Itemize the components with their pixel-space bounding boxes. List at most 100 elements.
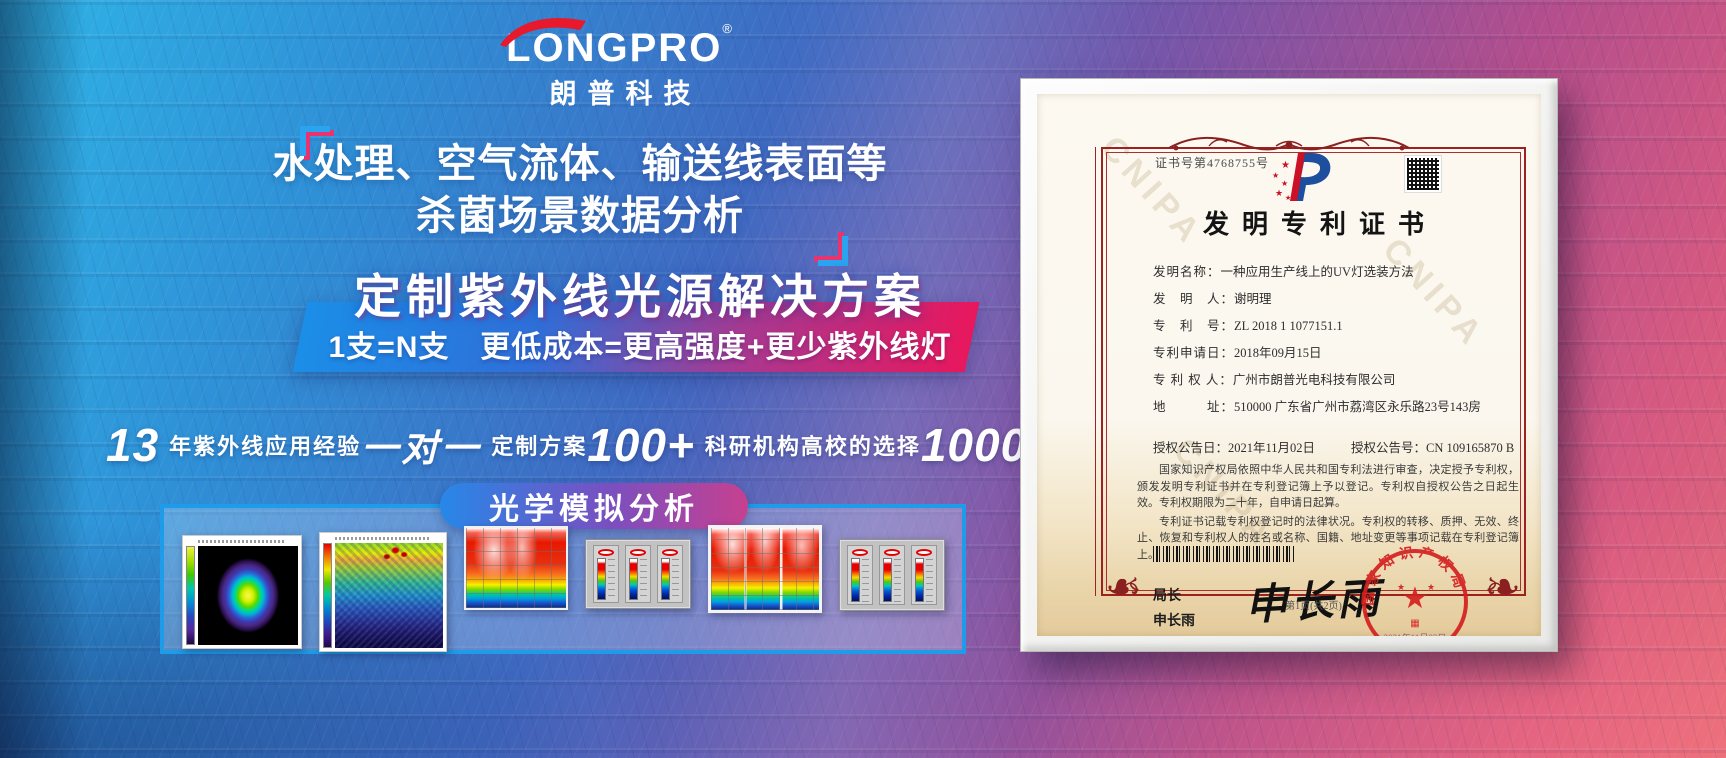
patent-certificate-frame: CNIPA CNIPA CNIPA 证书号第4768755号 ★ ★ ★ ★ ★ <box>1020 78 1558 652</box>
headline: 水处理、空气流体、输送线表面等 杀菌场景数据分析 <box>250 126 910 266</box>
tick-labels <box>671 559 679 600</box>
field-application-date: 专利申请日：2018年09月15日 <box>1153 346 1322 360</box>
scale-unit <box>592 545 619 603</box>
svg-text:★: ★ <box>1275 188 1283 198</box>
max-value-highlight-icon <box>597 549 614 556</box>
tick-labels <box>925 559 933 602</box>
banner-title: 定制紫外线光源解决方案 <box>354 270 926 323</box>
colorbar-icon <box>660 558 670 600</box>
scale-unit <box>624 545 651 603</box>
scale-unit <box>846 545 873 605</box>
svg-text:★: ★ <box>1281 179 1288 188</box>
max-value-highlight-icon <box>883 549 900 556</box>
plot-caption-placeholder <box>334 537 431 540</box>
director-name: 申长雨 <box>1153 614 1195 629</box>
simulation-images-row <box>164 508 962 652</box>
certificate-paragraph-2: 专利证书记载专利权登记时的法律状况。专利权的转移、质押、无效、终止、恢复和专利权… <box>1137 515 1519 561</box>
corner-bracket-bottom-right-icon <box>818 236 848 266</box>
svg-text:★: ★ <box>1402 582 1429 615</box>
logo-swoosh-icon <box>500 18 587 47</box>
tick-labels <box>607 559 615 600</box>
brand-logo: LONGPRO® 朗普科技 <box>470 18 770 111</box>
certificate-body-text: 国家知识产权局依照中华人民共和国专利法进行审查，决定授予专利权，颁发发明专利证书… <box>1137 462 1519 565</box>
heatmap-plot <box>334 543 443 648</box>
grant-info-row: 授权公告日：2021年11月02日 授权公告号：CN 109165870 B <box>1153 437 1541 456</box>
seal-date: 2021年11月02日 <box>1384 632 1447 636</box>
certificate-fields: 发明名称：一种应用生产线上的UV灯选装方法 发 明 人：谢明理 专 利 号：ZL… <box>1153 259 1541 421</box>
simulation-image-uv-heatmap-2 <box>707 525 822 613</box>
tick-labels <box>861 559 869 602</box>
brand-wordmark: LONGPRO® <box>500 18 734 70</box>
top-flourish-icon <box>1168 136 1410 151</box>
colorbar-icon <box>850 558 860 602</box>
max-value-highlight-icon <box>915 549 932 556</box>
scale-unit <box>910 545 937 605</box>
intensity-blob <box>213 554 282 637</box>
field-address: 地 址：510000 广东省广州市荔湾区永乐路23号143房 <box>1153 400 1481 414</box>
headline-line2: 杀菌场景数据分析 <box>416 194 744 238</box>
stat-value: 13 <box>106 419 160 471</box>
stat-one-on-one: 一对一 定制方案 <box>361 418 587 472</box>
grant-number: 授权公告号：CN 109165870 B <box>1351 441 1515 455</box>
stat-experience: 13 年紫外线应用经验 <box>106 418 361 472</box>
certificate-paragraph-1: 国家知识产权局依照中华人民共和国专利法进行审查，决定授予专利权，颁发发明专利证书… <box>1137 464 1519 509</box>
simulation-panel-title: 光学模拟分析 <box>440 483 748 529</box>
colorbar-icon <box>628 558 638 600</box>
simulation-colorbar-panel-1 <box>584 539 691 609</box>
cnipa-logo-icon: ★ ★ ★ ★ ★ <box>1272 153 1331 202</box>
patent-certificate: CNIPA CNIPA CNIPA 证书号第4768755号 ★ ★ ★ ★ ★ <box>1037 94 1541 636</box>
colorbar-icon <box>596 558 606 600</box>
stat-label: 定制方案 <box>491 434 588 459</box>
svg-text:★: ★ <box>1272 171 1279 180</box>
brand-name-cn: 朗普科技 <box>549 79 702 109</box>
stat-value: 100+ <box>587 419 695 471</box>
official-seal-icon: 国家知识产权局 ★ ★ ★ ▦ 2021年11月02日 <box>1360 546 1468 636</box>
qr-code-icon <box>1404 155 1442 193</box>
barcode-icon <box>1153 546 1295 562</box>
max-value-highlight-icon <box>661 549 678 556</box>
banner-subtitle: 1支=N支 更低成本=更高强度+更少紫外线灯 <box>328 331 952 364</box>
colorbar-icon <box>914 558 924 602</box>
field-patent-number: 专 利 号：ZL 2018 1 1077151.1 <box>1153 319 1343 333</box>
field-inventor: 发 明 人：谢明理 <box>1153 292 1272 306</box>
colorbar-icon <box>882 558 892 602</box>
stat-label: 年紫外线应用经验 <box>169 434 362 459</box>
scale-unit <box>656 545 683 603</box>
simulation-image-scatter-map <box>318 532 447 652</box>
grant-date: 授权公告日：2021年11月02日 <box>1153 441 1316 455</box>
svg-text:★: ★ <box>1281 160 1290 171</box>
registered-mark: ® <box>722 21 734 36</box>
max-value-highlight-icon <box>851 549 868 556</box>
page-number: 第1页(共2页) <box>1285 601 1342 612</box>
svg-text:▦: ▦ <box>1410 618 1419 629</box>
simulation-colorbar-panel-2 <box>838 539 945 611</box>
stats-row: 13 年紫外线应用经验 一对一 定制方案 100+ 科研机构高校的选择 1000… <box>106 418 1234 472</box>
headline-line1: 水处理、空气流体、输送线表面等 <box>272 142 888 186</box>
svg-text:★: ★ <box>1285 194 1291 202</box>
stat-label: 科研机构高校的选择 <box>704 434 921 459</box>
svg-text:★: ★ <box>1427 582 1435 592</box>
certificate-number: 证书号第4768755号 <box>1155 156 1270 170</box>
certificate-inner-border <box>1101 147 1526 596</box>
stat-institutions: 100+ 科研机构高校的选择 <box>587 418 921 472</box>
corner-flourish-left-icon: ❧ <box>1105 563 1142 612</box>
colorbar-icon <box>185 546 195 645</box>
corner-flourish-right-icon: ❧ <box>1484 563 1521 612</box>
brand-name: LONGPRO <box>506 26 723 70</box>
corner-bracket-top-left-icon <box>300 126 330 156</box>
plot-caption-placeholder <box>197 540 286 543</box>
certificate-binding-line <box>1095 147 1096 596</box>
tick-labels <box>893 559 901 602</box>
stat-value: 一对一 <box>361 428 482 469</box>
colorbar-icon <box>322 543 332 648</box>
tick-labels <box>639 559 647 600</box>
certificate-title: 发明专利证书 <box>1202 210 1437 239</box>
heatmap-plot <box>197 546 298 645</box>
svg-text:★: ★ <box>1397 582 1405 592</box>
simulation-image-irradiance-blob <box>181 535 302 649</box>
director-title: 局长 <box>1153 589 1181 604</box>
max-value-highlight-icon <box>629 549 646 556</box>
scale-unit <box>878 545 905 605</box>
field-patentee: 专 利 权 人：广州市朗普光电科技有限公司 <box>1153 373 1396 387</box>
